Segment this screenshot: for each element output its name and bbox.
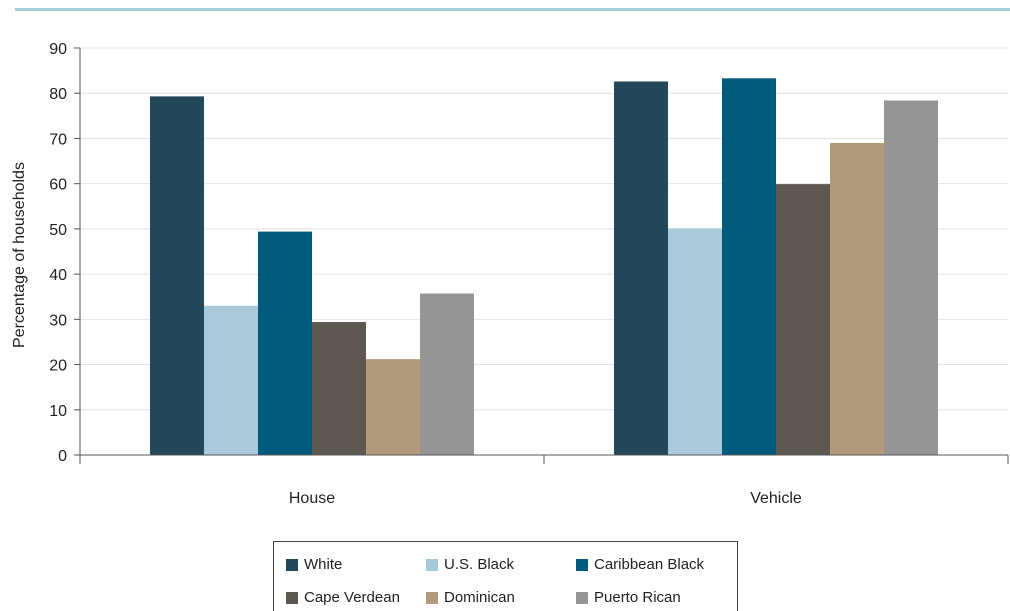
y-tick-label: 10 <box>49 403 67 420</box>
bar-house-white <box>150 96 204 455</box>
legend: White U.S. Black Caribbean Black Cape Verde… <box>273 541 738 611</box>
legend-item: Cape Verdean <box>286 584 426 611</box>
legend-item: Puerto Rican <box>576 584 736 611</box>
legend-label: White <box>304 556 343 573</box>
bar-house-dominican <box>366 359 420 455</box>
legend-item: Caribbean Black <box>576 551 736 578</box>
y-tick-label: 0 <box>58 448 67 465</box>
legend-label: Cape Verdean <box>304 589 400 606</box>
legend-label: Dominican <box>444 589 515 606</box>
bars <box>150 78 938 456</box>
y-tick-label: 30 <box>49 312 67 329</box>
bar-chart: 0 10 20 30 40 50 60 70 80 90 House Vehicle Percent… <box>11 41 1009 507</box>
legend-swatch <box>576 558 588 571</box>
bar-vehicle-caribbean-black <box>722 78 776 455</box>
y-tick-label: 70 <box>49 131 67 148</box>
bar-vehicle-u-s-black <box>668 228 722 455</box>
y-tick-label: 50 <box>49 222 67 239</box>
bar-house-u-s-black <box>204 305 258 455</box>
y-tick-label: 60 <box>49 177 67 194</box>
y-tick-label: 20 <box>49 358 67 375</box>
legend-label: Caribbean Black <box>594 556 705 573</box>
legend-label: Puerto Rican <box>594 589 681 606</box>
y-tick-labels: 0 10 20 30 40 50 60 70 80 90 <box>49 41 80 465</box>
top-rule <box>15 8 1010 11</box>
x-category-label: Vehicle <box>750 490 802 507</box>
bar-vehicle-puerto-rican <box>884 100 938 456</box>
bar-vehicle-white <box>614 81 668 455</box>
legend-swatch <box>286 558 298 571</box>
legend-swatch <box>286 591 298 604</box>
legend-item: Dominican <box>426 584 576 611</box>
y-axis-title: Percentage of households <box>11 162 28 348</box>
x-category-label: House <box>289 490 335 507</box>
legend-swatch <box>576 591 588 604</box>
legend-swatch <box>426 558 438 571</box>
legend-item: U.S. Black <box>426 551 576 578</box>
legend-item: White <box>286 551 426 578</box>
y-tick-label: 90 <box>49 41 67 58</box>
y-tick-label: 40 <box>49 267 67 284</box>
legend-swatch <box>426 591 438 604</box>
bar-house-caribbean-black <box>258 231 312 455</box>
x-category-labels: House Vehicle <box>289 490 802 507</box>
bar-vehicle-dominican <box>830 142 884 455</box>
y-tick-label: 80 <box>49 86 67 103</box>
bar-house-cape-verdean <box>312 322 366 455</box>
axes <box>79 48 1009 464</box>
bar-vehicle-cape-verdean <box>776 184 830 455</box>
legend-label: U.S. Black <box>444 556 515 573</box>
bar-house-puerto-rican <box>420 293 474 455</box>
